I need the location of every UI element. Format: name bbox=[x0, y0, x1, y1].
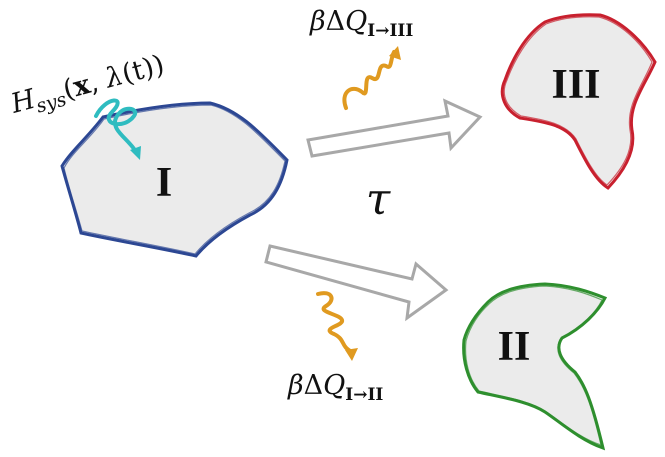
heat-lower-squiggle-icon bbox=[316, 291, 358, 361]
hamiltonian-H: H bbox=[7, 84, 39, 120]
region-I-label: I bbox=[156, 160, 172, 206]
heat-lower-squiggle-arrowhead bbox=[345, 348, 358, 361]
region-III-shape bbox=[500, 13, 657, 190]
region-III-label: III bbox=[551, 62, 600, 108]
arrow-I-to-III-body bbox=[306, 98, 483, 158]
heat-upper-squiggle-arrowhead bbox=[389, 46, 401, 60]
region-III-sketch-stroke bbox=[503, 16, 653, 186]
region-II-sketch-stroke bbox=[464, 285, 603, 446]
region-I-shape bbox=[60, 101, 289, 258]
heat-upper-beta: β bbox=[309, 6, 326, 37]
arrow-I-to-III bbox=[306, 98, 483, 158]
heat-lower-Q: Q bbox=[323, 370, 345, 401]
region-III: III bbox=[500, 13, 657, 190]
region-II-label: II bbox=[498, 324, 531, 370]
heat-lower-squiggle-path bbox=[316, 291, 354, 354]
tau-label: τ bbox=[366, 174, 391, 225]
work-squiggle-path bbox=[94, 98, 138, 154]
heat-upper-Q: Q bbox=[345, 6, 367, 37]
heat-lower-subscript: I→II bbox=[345, 385, 383, 405]
region-II: II bbox=[462, 282, 608, 451]
heat-upper-subscript: I→III bbox=[367, 21, 413, 41]
region-I: I bbox=[60, 101, 289, 258]
heat-lower-delta: Δ bbox=[304, 370, 324, 401]
work-squiggle-arrowhead bbox=[130, 146, 141, 160]
heat-upper-squiggle-icon bbox=[342, 46, 401, 110]
heat-lower-label: βΔQI→II bbox=[287, 370, 383, 405]
heat-upper-squiggle-path bbox=[342, 50, 396, 110]
arrow-I-to-II bbox=[264, 244, 449, 322]
heat-lower-beta: β bbox=[287, 370, 304, 401]
work-squiggle-icon bbox=[94, 98, 141, 160]
heat-upper-delta: Δ bbox=[326, 6, 346, 37]
arrow-I-to-II-body bbox=[264, 244, 449, 322]
region-II-shape bbox=[462, 282, 608, 451]
heat-upper-label: βΔQI→III bbox=[309, 6, 413, 41]
